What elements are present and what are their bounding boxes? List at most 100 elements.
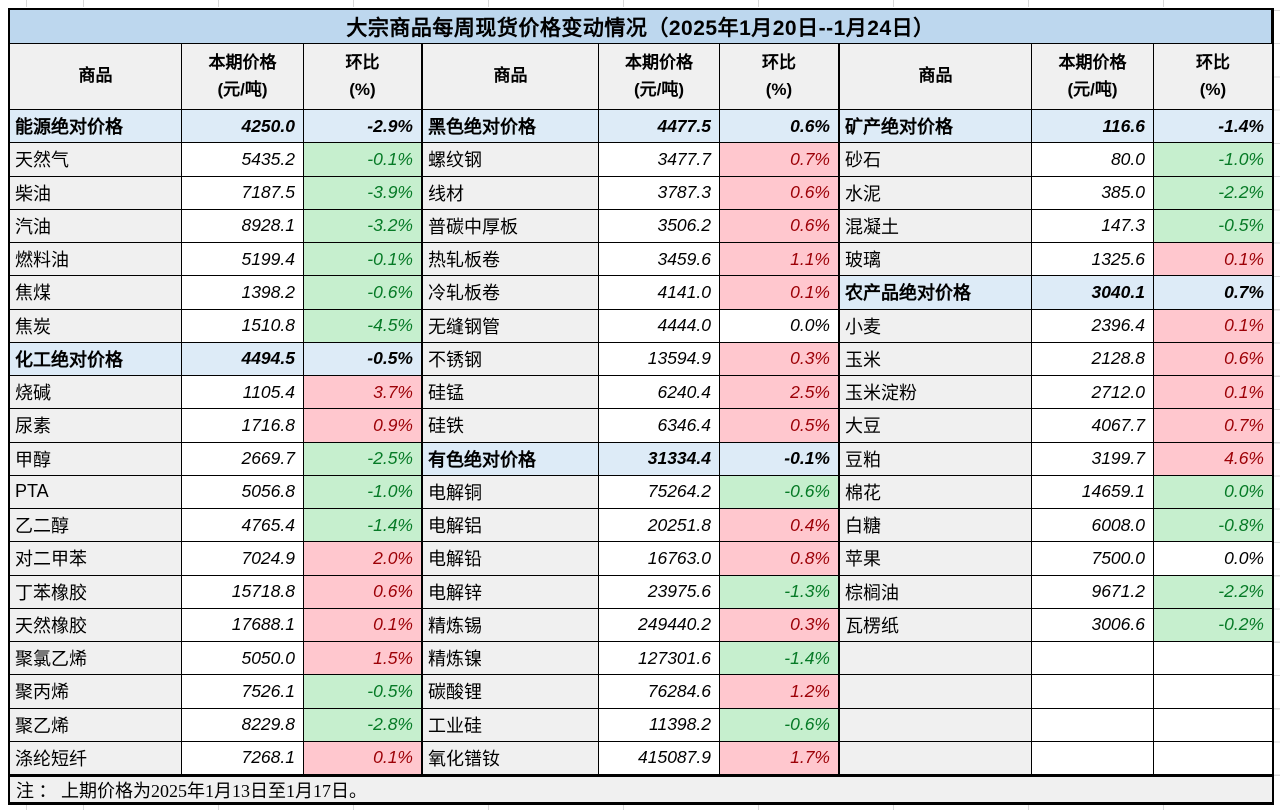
change-percent-cell: 0.7% xyxy=(1154,276,1272,310)
change-percent-cell: 1.1% xyxy=(720,243,840,277)
change-percent-cell xyxy=(1154,642,1272,676)
price-cell: 8229.8 xyxy=(182,708,304,742)
price-cell: 3506.2 xyxy=(599,209,720,243)
change-percent-cell: -4.5% xyxy=(304,309,423,343)
commodity-name-cell: 线材 xyxy=(423,176,599,210)
change-percent-cell: 0.6% xyxy=(720,110,840,144)
commodity-name-cell: 精炼镍 xyxy=(423,642,599,676)
commodity-name-cell: 水泥 xyxy=(840,176,1032,210)
price-cell: 4477.5 xyxy=(599,110,720,144)
change-percent-cell: 1.7% xyxy=(720,741,840,775)
commodity-name-cell: 棕榈油 xyxy=(840,575,1032,609)
price-cell: 4141.0 xyxy=(599,276,720,310)
price-cell: 1510.8 xyxy=(182,309,304,343)
change-percent-cell: -1.4% xyxy=(1154,110,1272,144)
commodity-name-cell: 冷轧板卷 xyxy=(423,276,599,310)
change-percent-cell: -0.5% xyxy=(304,675,423,709)
commodity-name-cell: 瓦楞纸 xyxy=(840,608,1032,642)
commodity-name-cell: 棉花 xyxy=(840,475,1032,509)
change-percent-cell xyxy=(1154,708,1272,742)
commodity-name-cell: 乙二醇 xyxy=(10,509,182,543)
price-cell: 3477.7 xyxy=(599,143,720,177)
change-percent-cell: 0.0% xyxy=(720,309,840,343)
commodity-name-cell: 天然气 xyxy=(10,143,182,177)
price-cell: 3787.3 xyxy=(599,176,720,210)
column-header-price: 本期价格 (元/吨) xyxy=(1032,44,1154,110)
price-cell: 5050.0 xyxy=(182,642,304,676)
commodity-name-cell: PTA xyxy=(10,475,182,509)
commodity-name-cell: 电解铅 xyxy=(423,542,599,576)
commodity-name-cell: 硅锰 xyxy=(423,376,599,410)
spreadsheet: 大宗商品每周现货价格变动情况（2025年1月20日--1月24日） 商品 本期价格… xyxy=(8,8,1274,805)
price-cell: 5056.8 xyxy=(182,475,304,509)
column-header-commodity: 商品 xyxy=(10,44,182,110)
price-cell: 6008.0 xyxy=(1032,509,1154,543)
change-percent-cell: 2.5% xyxy=(720,376,840,410)
commodity-name-cell: 玻璃 xyxy=(840,243,1032,277)
price-cell: 7500.0 xyxy=(1032,542,1154,576)
price-cell: 8928.1 xyxy=(182,209,304,243)
commodity-name-cell: 玉米淀粉 xyxy=(840,376,1032,410)
commodity-name-cell: 汽油 xyxy=(10,209,182,243)
commodity-name-cell: 电解锌 xyxy=(423,575,599,609)
change-percent-cell: 0.5% xyxy=(720,409,840,443)
commodity-name-cell: 对二甲苯 xyxy=(10,542,182,576)
commodity-name-cell xyxy=(840,708,1032,742)
change-percent-cell: -2.8% xyxy=(304,708,423,742)
commodity-name-cell xyxy=(840,741,1032,775)
column-header-change: 环比 (%) xyxy=(720,44,840,110)
price-cell: 1716.8 xyxy=(182,409,304,443)
change-percent-cell: 0.1% xyxy=(1154,376,1272,410)
price-cell: 116.6 xyxy=(1032,110,1154,144)
price-cell: 17688.1 xyxy=(182,608,304,642)
price-cell: 15718.8 xyxy=(182,575,304,609)
change-percent-cell: -3.2% xyxy=(304,209,423,243)
commodity-name-cell: 烧碱 xyxy=(10,376,182,410)
price-cell xyxy=(1032,642,1154,676)
change-percent-cell: 0.6% xyxy=(720,209,840,243)
price-cell xyxy=(1032,741,1154,775)
change-percent-cell: 0.0% xyxy=(1154,475,1272,509)
change-percent-cell: -1.4% xyxy=(720,642,840,676)
commodity-name-cell: 热轧板卷 xyxy=(423,243,599,277)
price-cell: 13594.9 xyxy=(599,342,720,376)
commodity-name-cell: 燃料油 xyxy=(10,243,182,277)
commodity-name-cell: 氧化镨钕 xyxy=(423,741,599,775)
commodity-name-cell: 丁苯橡胶 xyxy=(10,575,182,609)
change-percent-cell: 0.6% xyxy=(1154,342,1272,376)
footnote: 注 ： 上期价格为2025年1月13日至1月17日。 xyxy=(10,775,1272,803)
change-percent-cell: -0.5% xyxy=(1154,209,1272,243)
change-percent-cell: 0.9% xyxy=(304,409,423,443)
commodity-name-cell: 甲醇 xyxy=(10,442,182,476)
price-cell: 23975.6 xyxy=(599,575,720,609)
commodity-name-cell: 电解铝 xyxy=(423,509,599,543)
price-cell: 2669.7 xyxy=(182,442,304,476)
commodity-name-cell: 电解铜 xyxy=(423,475,599,509)
price-cell: 3199.7 xyxy=(1032,442,1154,476)
change-percent-cell: -3.9% xyxy=(304,176,423,210)
price-cell: 1398.2 xyxy=(182,276,304,310)
commodity-name-cell xyxy=(840,675,1032,709)
change-percent-cell: 2.0% xyxy=(304,542,423,576)
price-cell: 7024.9 xyxy=(182,542,304,576)
commodity-name-cell: 不锈钢 xyxy=(423,342,599,376)
change-percent-cell xyxy=(1154,741,1272,775)
price-cell: 9671.2 xyxy=(1032,575,1154,609)
commodity-name-cell: 白糖 xyxy=(840,509,1032,543)
price-cell: 5199.4 xyxy=(182,243,304,277)
sheet-gridlines-right xyxy=(1274,8,1280,804)
change-percent-cell: -0.1% xyxy=(720,442,840,476)
table-title: 大宗商品每周现货价格变动情况（2025年1月20日--1月24日） xyxy=(10,10,1272,44)
price-cell xyxy=(1032,708,1154,742)
commodity-name-cell: 砂石 xyxy=(840,143,1032,177)
price-cell: 7526.1 xyxy=(182,675,304,709)
change-percent-cell: 0.6% xyxy=(304,575,423,609)
price-cell: 75264.2 xyxy=(599,475,720,509)
change-percent-cell: 0.1% xyxy=(304,608,423,642)
price-cell: 16763.0 xyxy=(599,542,720,576)
commodity-name-cell: 普碳中厚板 xyxy=(423,209,599,243)
price-cell: 80.0 xyxy=(1032,143,1154,177)
commodity-name-cell: 精炼锡 xyxy=(423,608,599,642)
price-cell: 4765.4 xyxy=(182,509,304,543)
price-cell: 4067.7 xyxy=(1032,409,1154,443)
